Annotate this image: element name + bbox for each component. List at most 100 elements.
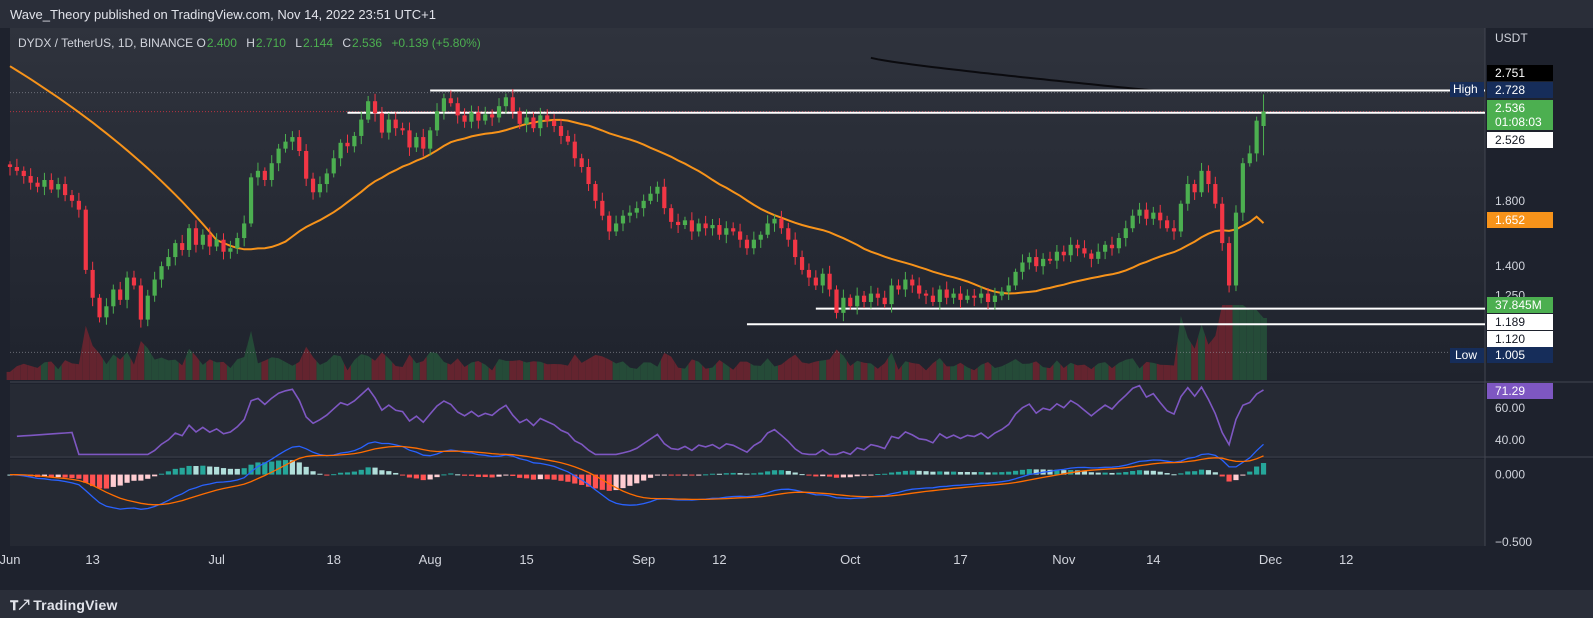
volume-bar — [47, 361, 55, 380]
volume-bar — [344, 363, 351, 380]
volume-bar — [771, 362, 778, 380]
volume-bar — [137, 341, 145, 380]
volume-bar — [61, 360, 69, 380]
macd-histogram-bar — [599, 474, 605, 490]
macd-histogram-bar — [289, 460, 295, 475]
macd-histogram-bar — [358, 469, 364, 475]
price-tag-2751-bg — [1487, 65, 1553, 81]
candle-body — [262, 170, 267, 181]
volume-bar — [888, 352, 895, 380]
macd-histogram-bar — [365, 467, 371, 475]
volume-bar — [302, 346, 310, 380]
candle-body — [1240, 163, 1245, 213]
volume-bar — [702, 365, 710, 380]
macd-histogram-bar — [220, 468, 227, 475]
close-value: 2.536 — [352, 36, 383, 50]
macd-histogram-bar — [751, 473, 757, 475]
macd-histogram-bar — [820, 474, 826, 477]
macd-histogram-bar — [1226, 474, 1232, 482]
tradingview-logo[interactable]: 𝐓↗ TradingView — [10, 597, 118, 614]
macd-histogram-bar — [262, 462, 268, 475]
candle-body — [1103, 244, 1108, 252]
volume-bar — [323, 358, 331, 380]
macd-histogram-bar — [1233, 474, 1239, 481]
macd-histogram-bar — [482, 474, 488, 478]
macd-histogram-bar — [145, 474, 151, 479]
candle-body — [248, 177, 254, 224]
candle-body — [655, 186, 660, 194]
candle-body — [1151, 212, 1156, 219]
rsi-last-tag: 71.29 — [1495, 384, 1525, 398]
candle-body — [1171, 228, 1177, 232]
volume-bar — [633, 365, 641, 380]
candle-body — [359, 119, 364, 136]
candle-body — [166, 257, 171, 267]
volume-bar — [654, 359, 661, 380]
candle-body — [200, 234, 205, 245]
candle-body — [992, 295, 998, 302]
volume-bar — [144, 344, 152, 380]
candle-body — [104, 306, 109, 318]
price-tag-volume-bg — [1487, 297, 1553, 313]
volume-bar — [419, 356, 427, 380]
volume-bar — [426, 352, 434, 380]
macd-histogram-bar — [165, 471, 172, 475]
macd-histogram-bar — [785, 470, 791, 475]
candle-body — [1192, 184, 1197, 193]
macd-histogram-bar — [1219, 474, 1225, 477]
volume-bar — [1005, 360, 1013, 380]
volume-bar — [908, 362, 916, 380]
volume-bar — [392, 362, 400, 380]
symbol-name: DYDX / TetherUS, 1D, BINANCE — [18, 36, 194, 50]
macd-axis-tick-label: 0.000 — [1495, 468, 1525, 482]
candle-body — [682, 220, 688, 226]
price-tag-ma: 1.652 — [1495, 213, 1525, 227]
candle-body — [972, 295, 977, 298]
macd-histogram-bar — [413, 474, 419, 479]
volume-bar — [536, 361, 544, 380]
volume-bar — [6, 368, 14, 380]
candle-body — [689, 220, 694, 232]
candle-body — [1137, 209, 1142, 216]
macd-histogram-bar — [758, 472, 764, 475]
candle-body — [1116, 238, 1121, 249]
candle-body — [538, 115, 543, 129]
candle-body — [28, 176, 33, 183]
candle-body — [586, 166, 591, 185]
volume-bar — [461, 362, 468, 380]
candle-body — [744, 239, 750, 249]
volume-bar — [1039, 364, 1047, 380]
volume-bar — [378, 352, 386, 380]
macd-histogram-bar — [1192, 471, 1198, 475]
volume-bar — [970, 367, 978, 380]
macd-histogram-bar — [331, 474, 337, 476]
macd-histogram-bar — [889, 472, 895, 475]
macd-histogram-bar — [372, 467, 378, 475]
candle-body — [786, 228, 791, 240]
chart-canvas[interactable]: Jun 13 Jul 18 Aug 15 Sep 12 Oct 17 Nov 14 Dec 12 USDT 2… — [0, 28, 1593, 590]
x-axis-tick-label: Aug — [419, 552, 442, 567]
volume-bar — [667, 354, 675, 380]
candle-body — [90, 269, 95, 298]
macd-histogram-bar — [647, 474, 654, 478]
macd-histogram-bar — [544, 474, 550, 480]
candle-body — [1165, 220, 1170, 229]
volume-bar — [605, 357, 613, 380]
volume-bar — [998, 364, 1006, 380]
volume-bar — [474, 361, 482, 380]
candle-body — [779, 218, 784, 229]
volume-bar — [812, 360, 820, 380]
macd-histogram-bar — [923, 471, 929, 475]
macd-histogram-bar — [1012, 470, 1019, 475]
volume-bar — [1253, 310, 1261, 380]
candle-body — [634, 208, 639, 213]
candle-body — [1034, 257, 1039, 267]
volume-bar — [1246, 307, 1254, 380]
macd-histogram-bar — [1102, 472, 1108, 475]
macd-histogram-bar — [69, 474, 75, 479]
tradingview-logo-icon: 𝐓↗ — [10, 598, 30, 613]
volume-bar — [96, 349, 103, 380]
macd-histogram-bar — [675, 474, 681, 476]
volume-bar — [468, 361, 475, 380]
volume-bar — [275, 357, 283, 380]
